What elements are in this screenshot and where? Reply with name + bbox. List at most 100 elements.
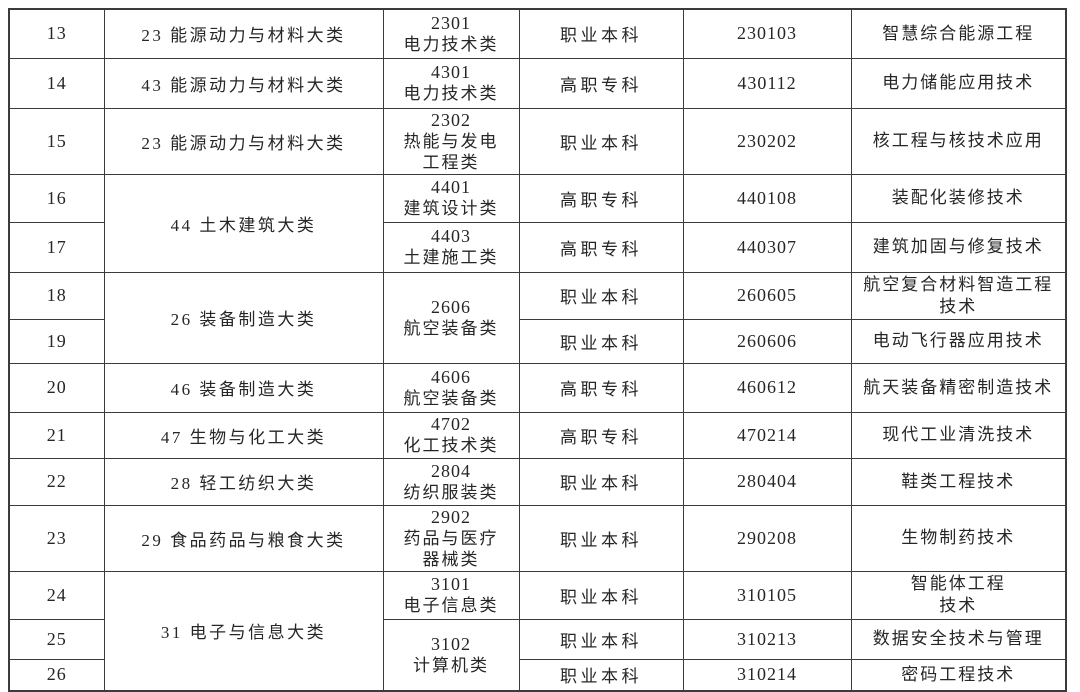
class-name: 航空装备类 xyxy=(403,388,499,408)
serial-cell: 19 xyxy=(8,318,105,364)
class-name: 电力技术类 xyxy=(403,34,499,54)
major-code-cell: 310214 xyxy=(682,658,852,692)
level-cell: 职业本科 xyxy=(518,658,684,692)
major-code-cell: 230202 xyxy=(682,107,852,175)
major-code-cell: 260605 xyxy=(682,271,852,320)
major-name-cell: 航天装备精密制造技术 xyxy=(850,362,1067,413)
class-code: 2302 xyxy=(431,109,471,130)
class-code: 2902 xyxy=(431,506,471,527)
class-cell: 3101 电子信息类 xyxy=(382,570,520,620)
major-code-cell: 440108 xyxy=(682,173,852,223)
table-row: 17 4403 土建施工类 高职专科 440307 建筑加固与修复技术 xyxy=(8,221,1067,273)
level-cell: 职业本科 xyxy=(518,570,684,620)
class-cell: 2301 电力技术类 xyxy=(382,8,520,59)
major-name-cell: 生物制药技术 xyxy=(850,504,1067,572)
class-cell: 4403 土建施工类 xyxy=(382,221,520,273)
category-cell: 26 装备制造大类 xyxy=(103,271,384,364)
table-row: 22 28 轻工纺织大类 2804 纺织服装类 职业本科 280404 鞋类工程… xyxy=(8,457,1067,506)
class-name: 电子信息类 xyxy=(403,596,499,615)
class-code: 2301 xyxy=(431,12,471,33)
major-name-cell: 数据安全技术与管理 xyxy=(850,618,1067,660)
major-name-cell: 建筑加固与修复技术 xyxy=(850,221,1067,273)
class-code: 2804 xyxy=(431,460,471,481)
class-cell: 2302 热能与发电 工程类 xyxy=(382,107,520,175)
class-cell: 4301 电力技术类 xyxy=(382,57,520,109)
major-name-cell: 鞋类工程技术 xyxy=(850,457,1067,506)
class-name: 计算机类 xyxy=(413,655,489,675)
major-code-cell: 310105 xyxy=(682,570,852,620)
serial-cell: 16 xyxy=(8,173,105,223)
category-cell: 43 能源动力与材料大类 xyxy=(103,57,384,109)
major-name-cell: 现代工业清洗技术 xyxy=(850,411,1067,459)
major-name-cell: 电力储能应用技术 xyxy=(850,57,1067,109)
level-cell: 职业本科 xyxy=(518,457,684,506)
class-cell: 2902 药品与医疗 器械类 xyxy=(382,504,520,572)
class-cell: 2606 航空装备类 xyxy=(382,271,520,364)
serial-cell: 14 xyxy=(8,57,105,109)
serial-cell: 18 xyxy=(8,271,105,320)
table-row: 26 职业本科 310214 密码工程技术 xyxy=(8,658,1067,692)
table-row: 25 3102 计算机类 职业本科 310213 数据安全技术与管理 xyxy=(8,618,1067,692)
majors-table-container: 13 23 能源动力与材料大类 2301 电力技术类 职业本科 230103 智… xyxy=(8,8,1067,692)
category-cell: 46 装备制造大类 xyxy=(103,362,384,413)
major-code-cell: 310213 xyxy=(682,618,852,660)
table-row: 20 46 装备制造大类 4606 航空装备类 高职专科 460612 航天装备… xyxy=(8,362,1067,413)
class-name: 建筑设计类 xyxy=(403,199,499,218)
major-name-cell: 装配化装修技术 xyxy=(850,173,1067,223)
major-name-cell: 电动飞行器应用技术 xyxy=(850,318,1067,364)
level-cell: 高职专科 xyxy=(518,362,684,413)
table-row: 13 23 能源动力与材料大类 2301 电力技术类 职业本科 230103 智… xyxy=(8,8,1067,59)
serial-cell: 25 xyxy=(8,618,105,660)
category-cell: 28 轻工纺织大类 xyxy=(103,457,384,506)
table-row: 14 43 能源动力与材料大类 4301 电力技术类 高职专科 430112 电… xyxy=(8,57,1067,109)
class-cell: 4401 建筑设计类 xyxy=(382,173,520,223)
class-name: 土建施工类 xyxy=(403,248,499,267)
level-cell: 职业本科 xyxy=(518,107,684,175)
serial-cell: 15 xyxy=(8,107,105,175)
level-cell: 高职专科 xyxy=(518,221,684,273)
category-cell: 23 能源动力与材料大类 xyxy=(103,107,384,175)
serial-cell: 13 xyxy=(8,8,105,59)
majors-table: 13 23 能源动力与材料大类 2301 电力技术类 职业本科 230103 智… xyxy=(8,8,1067,692)
class-name: 纺织服装类 xyxy=(403,482,499,502)
class-code: 4606 xyxy=(431,366,471,387)
class-name: 药品与医疗 器械类 xyxy=(403,528,499,569)
class-cell: 4606 航空装备类 xyxy=(382,362,520,413)
serial-cell: 21 xyxy=(8,411,105,459)
class-code: 4301 xyxy=(431,62,471,82)
major-name-cell: 密码工程技术 xyxy=(850,658,1067,692)
class-cell: 4702 化工技术类 xyxy=(382,411,520,459)
category-cell: 31 电子与信息大类 xyxy=(103,570,384,692)
category-cell: 29 食品药品与粮食大类 xyxy=(103,504,384,572)
major-name-cell: 核工程与核技术应用 xyxy=(850,107,1067,175)
serial-cell: 24 xyxy=(8,570,105,620)
table-row: 16 44 土木建筑大类 4401 建筑设计类 高职专科 440108 装配化装… xyxy=(8,173,1067,273)
category-cell: 47 生物与化工大类 xyxy=(103,411,384,459)
class-code: 3102 xyxy=(431,633,471,654)
level-cell: 职业本科 xyxy=(518,618,684,660)
class-code: 3101 xyxy=(431,574,471,594)
major-code-cell: 430112 xyxy=(682,57,852,109)
table-row: 24 31 电子与信息大类 3101 电子信息类 职业本科 310105 智能体… xyxy=(8,570,1067,692)
class-code: 4403 xyxy=(431,226,471,246)
serial-cell: 17 xyxy=(8,221,105,273)
level-cell: 高职专科 xyxy=(518,57,684,109)
major-name-cell: 智慧综合能源工程 xyxy=(850,8,1067,59)
major-code-cell: 230103 xyxy=(682,8,852,59)
class-code: 4702 xyxy=(431,414,471,434)
major-code-cell: 440307 xyxy=(682,221,852,273)
level-cell: 职业本科 xyxy=(518,8,684,59)
major-code-cell: 470214 xyxy=(682,411,852,459)
category-cell: 44 土木建筑大类 xyxy=(103,173,384,273)
major-name-cell: 智能体工程 技术 xyxy=(850,570,1067,620)
major-name-cell: 航空复合材料智造工程 技术 xyxy=(850,271,1067,320)
table-row: 15 23 能源动力与材料大类 2302 热能与发电 工程类 职业本科 2302… xyxy=(8,107,1067,175)
serial-cell: 20 xyxy=(8,362,105,413)
class-cell: 2804 纺织服装类 xyxy=(382,457,520,506)
class-name: 电力技术类 xyxy=(403,84,499,103)
major-code-cell: 290208 xyxy=(682,504,852,572)
level-cell: 职业本科 xyxy=(518,504,684,572)
table-row: 23 29 食品药品与粮食大类 2902 药品与医疗 器械类 职业本科 2902… xyxy=(8,504,1067,572)
major-code-cell: 280404 xyxy=(682,457,852,506)
class-name: 航空装备类 xyxy=(403,318,499,338)
